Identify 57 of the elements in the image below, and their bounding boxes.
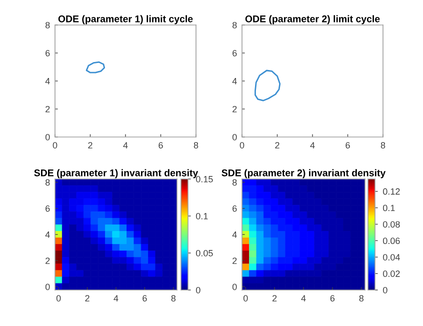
color-bar-label: 0 <box>196 286 200 294</box>
x-tick-label: 4 <box>114 295 118 302</box>
x-tick-label: 0 <box>56 295 61 302</box>
chart-title: ODE (parameter 1) limit cycle <box>58 15 193 24</box>
color-bar-label: 0.12 <box>382 188 400 195</box>
x-tick-label: 8 <box>194 142 198 148</box>
x-tick-label: 6 <box>330 295 335 302</box>
y-tick-label: 8 <box>46 179 50 186</box>
x-tick-label: 0 <box>240 142 244 148</box>
chart-title: ODE (parameter 2) limit cycle <box>245 15 380 24</box>
y-tick-label: 6 <box>46 205 50 212</box>
y-tick-label: 2 <box>46 106 50 112</box>
y-tick-label: 8 <box>232 22 237 28</box>
y-tick-label: 0 <box>232 284 237 290</box>
color-bar-label: 0.05 <box>196 250 213 256</box>
y-tick-label: 2 <box>46 258 50 264</box>
x-tick-label: 2 <box>85 295 90 302</box>
color-bar-label: 0.08 <box>382 221 400 228</box>
y-tick-label: 6 <box>232 50 237 56</box>
y-tick-label: 2 <box>232 106 237 112</box>
x-tick-label: 0 <box>52 142 58 148</box>
x-tick-label: 6 <box>158 142 163 148</box>
y-tick-label: 8 <box>232 179 237 186</box>
y-tick-label: 6 <box>232 205 237 212</box>
color-bar-label: 0.1 <box>196 212 208 220</box>
color-bar-label: 0.04 <box>382 254 400 260</box>
x-tick-label: 6 <box>142 295 147 302</box>
chart-title: SDE (parameter 2) invariant density <box>222 169 386 178</box>
line-series <box>254 70 281 102</box>
x-tick-label: 4 <box>123 142 128 148</box>
color-bar-label: 0 <box>382 286 388 294</box>
y-tick-label: 4 <box>45 78 50 84</box>
x-tick-label: 8 <box>171 295 176 302</box>
x-tick-label: 8 <box>359 295 364 302</box>
color-bar-label: 0.06 <box>382 238 400 244</box>
y-tick-label: 0 <box>232 134 237 140</box>
line-series <box>86 61 106 74</box>
y-tick-label: 0 <box>45 134 50 140</box>
x-tick-label: 2 <box>272 295 277 302</box>
color-bar-label: 0.15 <box>196 176 213 182</box>
x-tick-label: 6 <box>346 142 350 148</box>
y-tick-label: 4 <box>232 78 237 84</box>
y-tick-label: 4 <box>232 232 237 238</box>
y-tick-label: 8 <box>46 22 50 28</box>
x-tick-label: 2 <box>88 142 92 148</box>
x-tick-label: 2 <box>275 142 280 148</box>
y-tick-label: 2 <box>232 258 237 264</box>
y-tick-label: 0 <box>45 284 50 290</box>
y-tick-label: 6 <box>46 50 50 56</box>
x-tick-label: 4 <box>310 142 315 148</box>
x-tick-label: 8 <box>380 142 386 148</box>
y-tick-label: 4 <box>45 232 50 238</box>
color-bar-label: 0.1 <box>382 204 395 212</box>
x-tick-label: 0 <box>243 295 248 302</box>
x-tick-label: 4 <box>301 295 306 302</box>
color-bar-label: 0.02 <box>382 270 400 277</box>
chart-title: SDE (parameter 1) invariant density <box>34 169 198 178</box>
